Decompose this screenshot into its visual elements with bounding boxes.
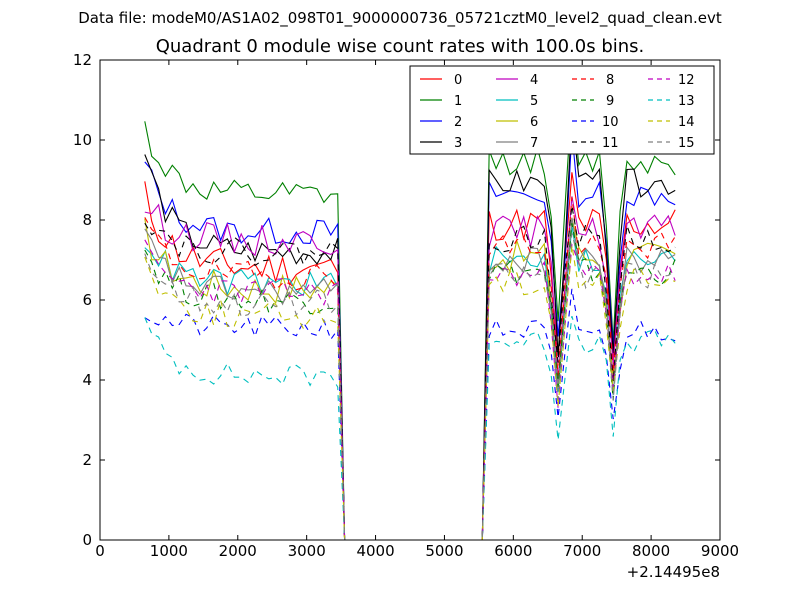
x-tick-label: 3000 [288,542,326,560]
x-tick-label: 8000 [632,542,670,560]
series-layer [144,97,676,541]
x-tick-label: 0 [95,542,105,560]
series-line-13 [144,315,676,541]
chart-title: Quadrant 0 module wise count rates with … [155,36,645,57]
ticks-layer: 0 1000 2000 3000 4000 5000 6000 7000 8000 9000 0 2 4… [73,51,739,560]
legend-label-11: 11 [602,136,619,151]
legend-label-1: 1 [454,94,462,109]
legend-label-4: 4 [530,73,538,88]
legend-label-9: 9 [606,94,614,109]
x-tick-label: 1000 [150,542,188,560]
series-line-14 [144,245,676,541]
x-tick-label: 2000 [219,542,257,560]
x-tick-label: 4000 [356,542,394,560]
x-tick-label: 7000 [563,542,601,560]
legend-label-5: 5 [530,94,538,109]
series-line-0 [144,172,676,541]
legend-label-13: 13 [678,94,695,109]
series-line-12 [144,239,676,541]
y-tick-label: 0 [82,531,92,549]
y-tick-label: 2 [82,451,92,469]
series-line-6 [144,217,676,541]
series-line-3 [144,115,676,541]
y-tick-label: 12 [73,51,92,69]
x-tick-label: 6000 [494,542,532,560]
series-line-15 [144,233,676,541]
series-line-1 [144,97,676,541]
legend-label-8: 8 [606,73,614,88]
y-tick-label: 4 [82,371,92,389]
series-line-11 [144,205,676,541]
series-line-5 [144,225,676,541]
legend-label-0: 0 [454,73,462,88]
legend-box [409,65,715,155]
legend-label-15: 15 [678,136,695,151]
legend-label-12: 12 [678,73,695,88]
figure-suptitle: Data file: modeM0/AS1A02_098T01_90000007… [78,9,722,27]
x-tick-label: 5000 [425,542,463,560]
y-tick-label: 8 [82,211,92,229]
series-line-7 [144,217,676,541]
y-tick-label: 6 [82,291,92,309]
y-tick-label: 10 [73,131,92,149]
legend-label-7: 7 [530,136,538,151]
series-line-2 [144,131,676,541]
legend-label-2: 2 [454,115,462,130]
x-tick-label: 9000 [701,542,739,560]
x-offset-label: +2.14495e8 [627,563,720,581]
legend-label-3: 3 [454,136,462,151]
legend-label-6: 6 [530,115,538,130]
series-line-10 [144,288,676,541]
legend-label-14: 14 [678,115,695,130]
legend-label-10: 10 [602,115,619,130]
